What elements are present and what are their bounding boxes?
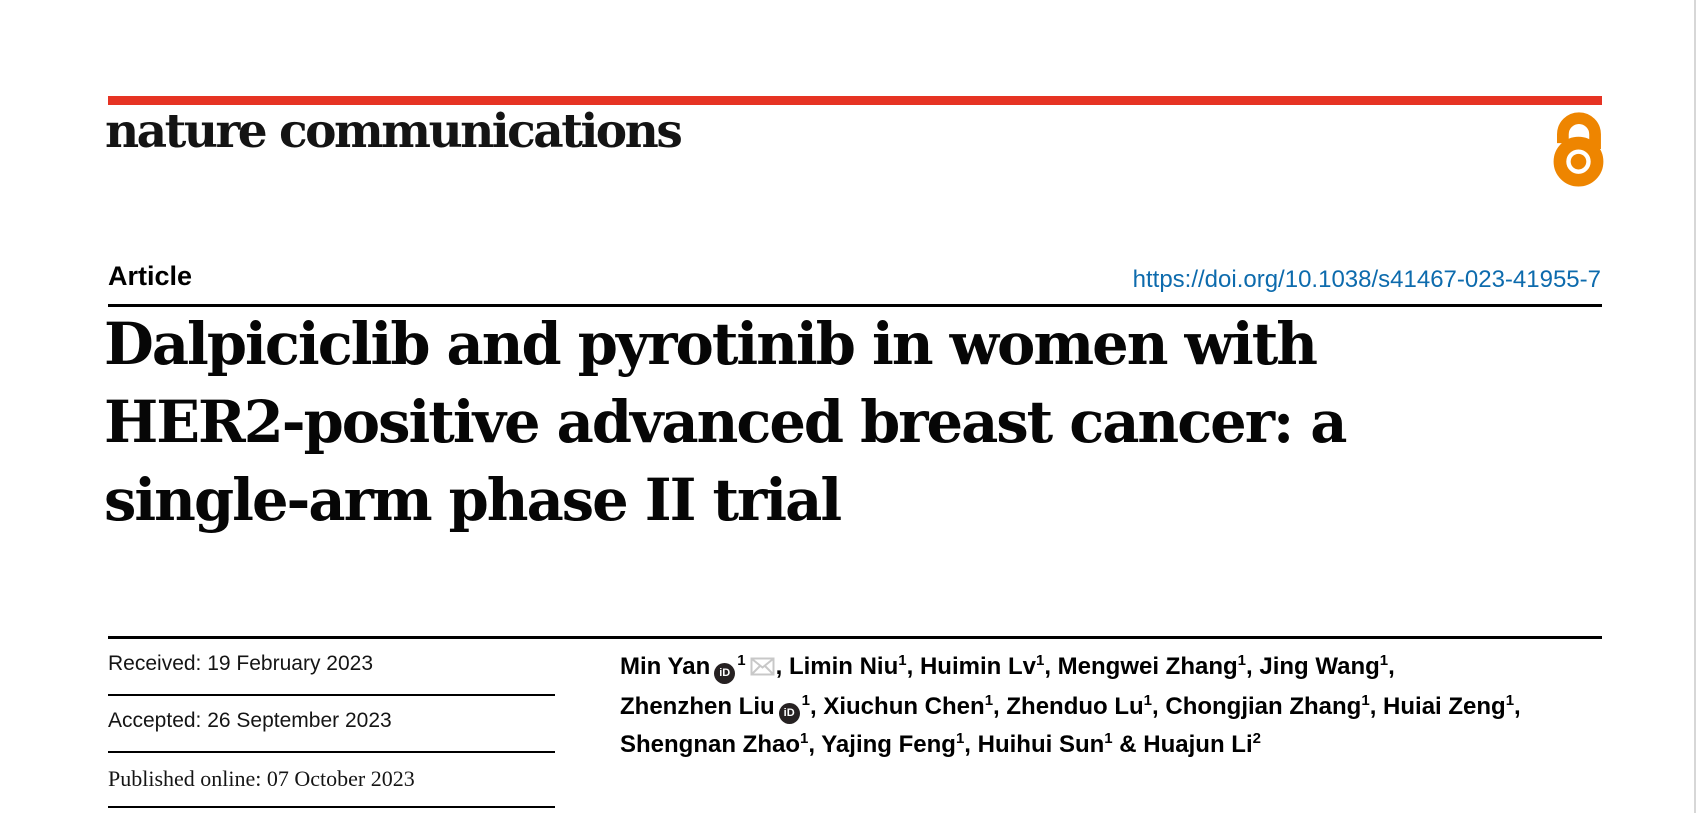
author-name: Huajun Li: [1143, 731, 1253, 758]
affiliation-superscript: 1: [984, 692, 994, 709]
affiliation-superscript: 1: [1143, 692, 1153, 709]
dates-divider: [108, 806, 555, 808]
affiliation-superscript: 1: [898, 652, 907, 669]
orcid-icon[interactable]: iD: [714, 663, 736, 684]
journal-logo: nature communications: [105, 104, 683, 159]
author-name: Jing Wang: [1259, 653, 1380, 680]
paper-title-line-2: HER2-positive advanced breast cancer: a: [104, 388, 1347, 456]
affiliation-superscript: 2: [1252, 730, 1261, 747]
metadata-top-rule: [108, 636, 1602, 639]
author-name: Huimin Lv: [919, 653, 1036, 680]
author-name: Huihui Sun: [977, 731, 1105, 758]
author-name: Yajing Feng: [821, 731, 956, 758]
envelope-icon[interactable]: [750, 650, 775, 688]
dates-divider: [108, 751, 555, 753]
author-name: Shengnan Zhao: [620, 731, 800, 758]
dates-divider: [108, 694, 555, 696]
doi-link[interactable]: https://doi.org/10.1038/s41467-023-41955…: [1132, 266, 1601, 293]
author-name: Xiuchun Chen: [823, 693, 985, 720]
affiliation-superscript: 1: [800, 730, 809, 747]
article-type-label: Article: [108, 261, 193, 291]
orcid-icon[interactable]: iD: [778, 703, 800, 724]
affiliation-superscript: 1: [1361, 692, 1370, 709]
author-name: Huiai Zeng: [1383, 693, 1506, 720]
paper-title-line-1: Dalpiciclib and pyrotinib in women with: [104, 310, 1318, 378]
page-right-edge-divider: [1694, 0, 1696, 813]
affiliation-superscript: 1: [737, 652, 746, 669]
open-access-icon: [1549, 106, 1607, 193]
affiliation-superscript: 1: [1379, 652, 1389, 669]
paper-title: Dalpiciclib and pyrotinib in women with …: [104, 305, 1549, 539]
author-name: Zhenzhen Liu: [620, 693, 775, 720]
header-rule: [108, 304, 1602, 307]
paper-title-line-3: single-arm phase II trial: [104, 466, 842, 534]
author-line: Shengnan Zhao1, Yajing Feng1, Huihui Sun…: [620, 730, 1261, 758]
accepted-date: Accepted: 26 September 2023: [108, 709, 392, 732]
author-list: Min Yan iD1, Limin Niu1, Huimin Lv1, Meng…: [620, 648, 1560, 764]
affiliation-superscript: 1: [1035, 652, 1045, 669]
brand-red-bar: [108, 96, 1602, 105]
author-line: Zhenzhen Liu iD1, Xiuchun Chen1, Zhenduo …: [620, 688, 1560, 726]
affiliation-superscript: 1: [801, 692, 810, 709]
affiliation-superscript: 1: [1237, 652, 1246, 669]
author-name: Mengwei Zhang: [1057, 653, 1238, 680]
affiliation-superscript: 1: [1505, 692, 1515, 709]
published-date: Published online: 07 October 2023: [108, 766, 415, 791]
author-name: Limin Niu: [788, 653, 899, 680]
author-name: Zhenduo Lu: [1006, 693, 1144, 720]
received-date: Received: 19 February 2023: [108, 652, 373, 675]
author-line: Min Yan iD1, Limin Niu1, Huimin Lv1, Meng…: [620, 648, 1560, 688]
affiliation-superscript: 1: [955, 730, 965, 747]
author-name: Chongjian Zhang: [1165, 693, 1362, 720]
author-name: Min Yan: [620, 653, 711, 680]
affiliation-superscript: 1: [1104, 730, 1113, 747]
